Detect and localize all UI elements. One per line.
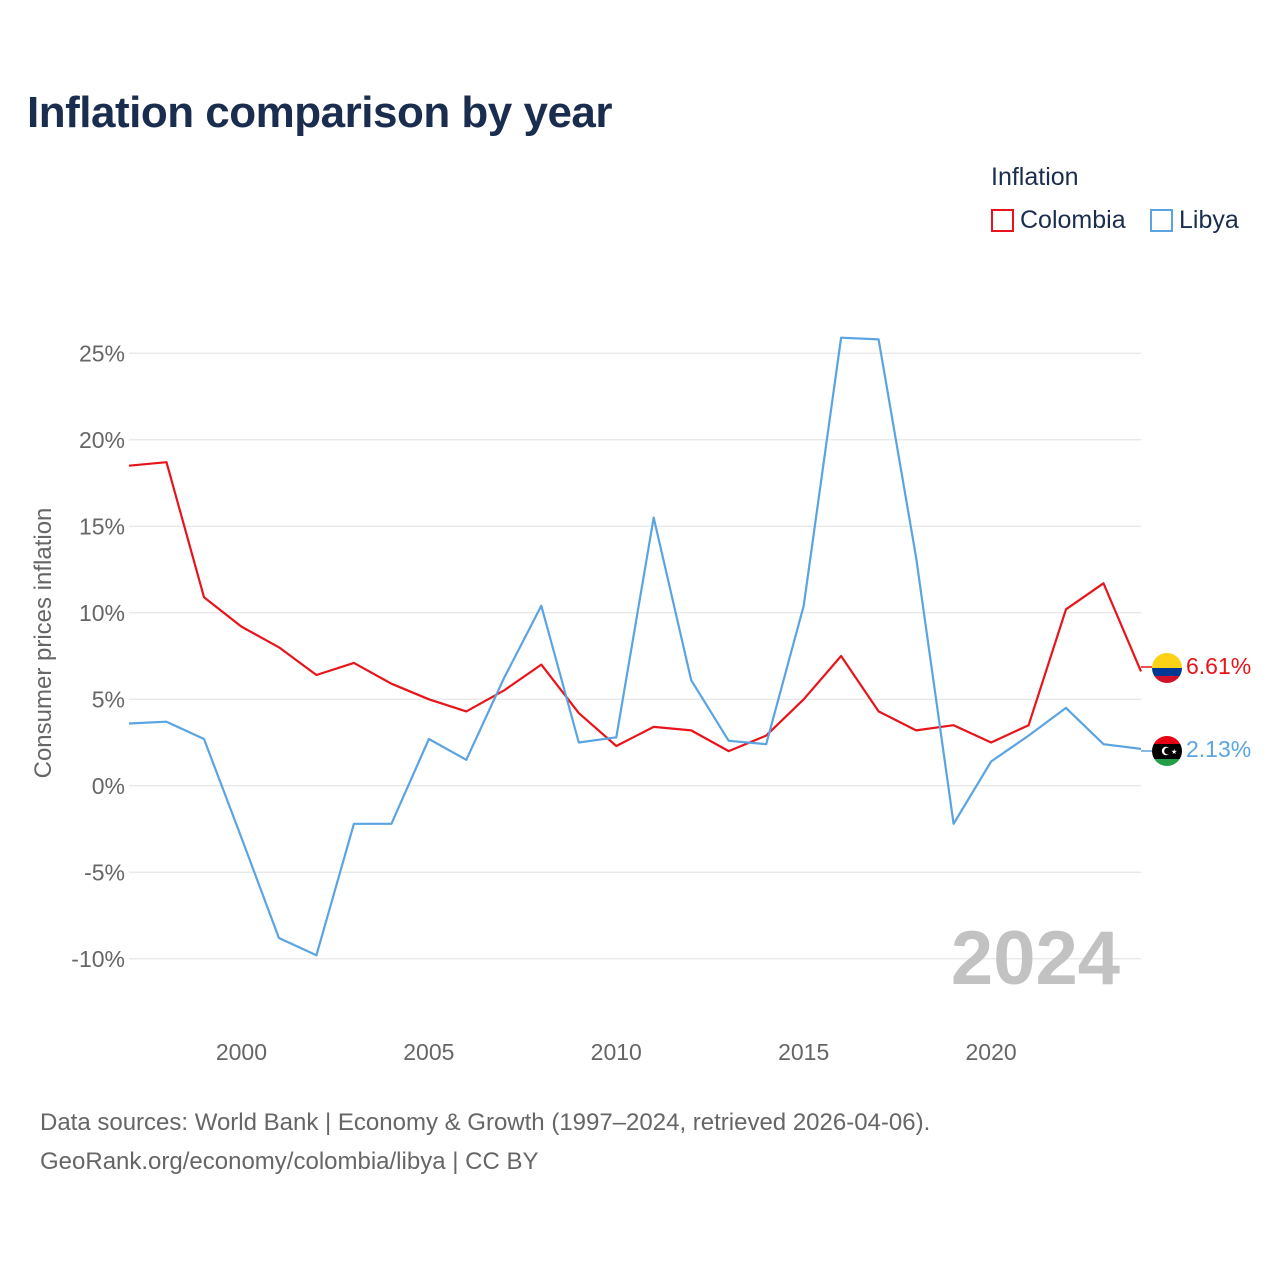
y-tick-label: 0% [92,773,125,799]
x-tick-label: 2010 [591,1039,642,1065]
y-tick-label: -10% [71,946,125,972]
watermark-year: 2024 [951,916,1120,1001]
series-line-libya [128,336,1142,957]
legend-swatch-libya [1150,208,1173,232]
colombia-end-value-label: 6.61% [1186,653,1251,679]
x-tick-label: 2020 [965,1039,1016,1065]
legend-label-colombia: Colombia [1020,205,1126,234]
libya-end-value-label: 2.13% [1186,736,1251,762]
x-tick-label: 2000 [216,1039,267,1065]
legend-item-libya[interactable]: Libya [1150,205,1239,235]
svg-text:★: ★ [1171,748,1177,756]
legend-item-colombia[interactable]: Colombia [991,205,1126,235]
legend-title: Inflation [991,163,1079,191]
legend-label-libya: Libya [1179,205,1239,234]
legend-swatch-colombia [991,208,1014,232]
page-title: Inflation comparison by year [27,88,613,137]
source-line-2[interactable]: GeoRank.org/economy/colombia/libya | CC … [40,1148,539,1175]
y-tick-label: 25% [79,340,125,366]
source-line-1: Data sources: World Bank | Economy & Gro… [40,1109,931,1136]
y-axis-label: Consumer prices inflation [30,508,57,779]
y-tick-label: -5% [84,859,125,885]
y-tick-label: 5% [92,686,125,712]
x-tick-label: 2005 [403,1039,454,1065]
series-line-colombia [128,461,1143,753]
x-tick-label: 2015 [778,1039,829,1065]
y-tick-label: 15% [79,513,125,539]
y-tick-label: 20% [79,427,125,453]
y-tick-label: 10% [79,600,125,626]
colombia-flag-icon [1152,653,1182,683]
libya-flag-icon: ★ [1152,736,1182,766]
